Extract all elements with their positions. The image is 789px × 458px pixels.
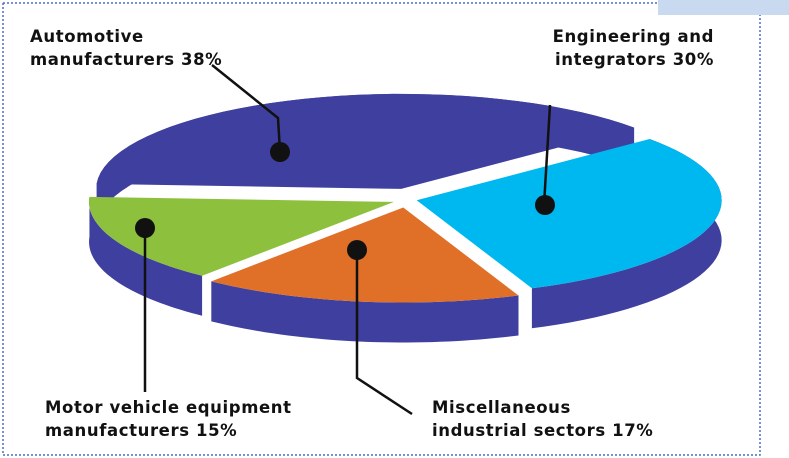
dot	[347, 240, 367, 260]
category-label: manufacturers	[30, 50, 181, 69]
category-label: manufacturers	[45, 421, 196, 440]
category-label: Automotive	[30, 27, 144, 46]
slice-label: Engineering and integrators 30%	[553, 27, 714, 69]
leader-line	[211, 64, 282, 153]
frame	[2, 2, 761, 456]
dot	[135, 218, 155, 238]
category-label: Miscellaneous	[432, 398, 571, 417]
slice	[89, 196, 395, 276]
slice-label: Miscellaneous industrial sectors 17%	[432, 398, 653, 440]
value-label: 15%	[196, 421, 237, 440]
value-label: 17%	[612, 421, 653, 440]
slice-label: Automotive manufacturers 38%	[30, 27, 222, 69]
category-label: integrators	[555, 50, 673, 69]
dot	[270, 142, 290, 162]
slice	[96, 93, 635, 189]
labels: Automotive manufacturers 38% Engineering …	[30, 27, 714, 440]
slice-side	[89, 196, 203, 316]
value-label: 38%	[181, 50, 222, 69]
slice	[416, 138, 722, 289]
dot	[535, 195, 555, 215]
category-label: industrial sectors	[432, 421, 612, 440]
tab	[658, 0, 789, 15]
value-label: 30%	[673, 50, 714, 69]
slice-label: Motor vehicle equipment manufacturers 15%	[45, 398, 292, 440]
slice-side	[211, 281, 519, 343]
pie	[89, 93, 722, 343]
leader-line	[542, 104, 552, 206]
leader-line	[355, 250, 413, 416]
category-label: Engineering and	[553, 27, 714, 46]
leaders	[135, 64, 555, 416]
category-label: Motor vehicle equipment	[45, 398, 292, 417]
